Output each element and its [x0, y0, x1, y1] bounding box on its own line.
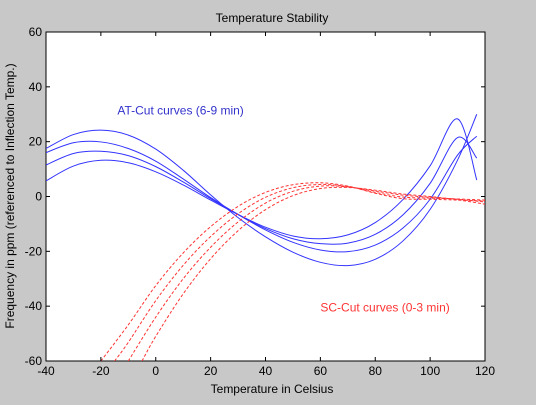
x-tick-label: 80 [369, 364, 383, 378]
sc-cut-curve-5 [100, 182, 485, 361]
at-cut-curve-2 [46, 136, 478, 245]
at-cut-curve-4 [46, 114, 478, 267]
sc-cut-annotation: SC-Cut curves (0-3 min) [320, 301, 449, 315]
y-tick-label: -60 [25, 354, 43, 368]
sc-cut-curve-6 [114, 183, 485, 361]
at-cut-curve-3 [46, 135, 478, 253]
x-tick-label: -40 [37, 364, 55, 378]
x-axis-label: Temperature in Celsius [211, 382, 334, 396]
sc-cut-curve-8 [141, 186, 485, 361]
x-tick-label: 60 [314, 364, 328, 378]
x-tick-label: -20 [92, 364, 110, 378]
y-tick-label: 40 [29, 80, 43, 94]
y-tick-label: 0 [35, 190, 42, 204]
x-tick-label: 40 [259, 364, 273, 378]
y-tick-label: 60 [29, 25, 43, 39]
chart-title: Temperature Stability [216, 11, 329, 25]
series-layer [46, 114, 485, 361]
x-tick-label: 100 [420, 364, 440, 378]
at-cut-curve-1 [46, 118, 478, 240]
x-tick-label: 20 [204, 364, 218, 378]
x-tick-label: 120 [475, 364, 495, 378]
y-tick-label: -20 [25, 244, 43, 258]
y-axis-label: Frequency in ppm (referenced to Inflecti… [3, 63, 17, 328]
x-tick-label: 0 [152, 364, 159, 378]
y-tick-label: -40 [25, 299, 43, 313]
at-cut-annotation: AT-Cut curves (6-9 min) [117, 103, 243, 117]
sc-cut-curve-7 [127, 185, 485, 361]
y-tick-label: 20 [29, 135, 43, 149]
annotation-layer: AT-Cut curves (6-9 min) SC-Cut curves (0-… [117, 103, 449, 314]
